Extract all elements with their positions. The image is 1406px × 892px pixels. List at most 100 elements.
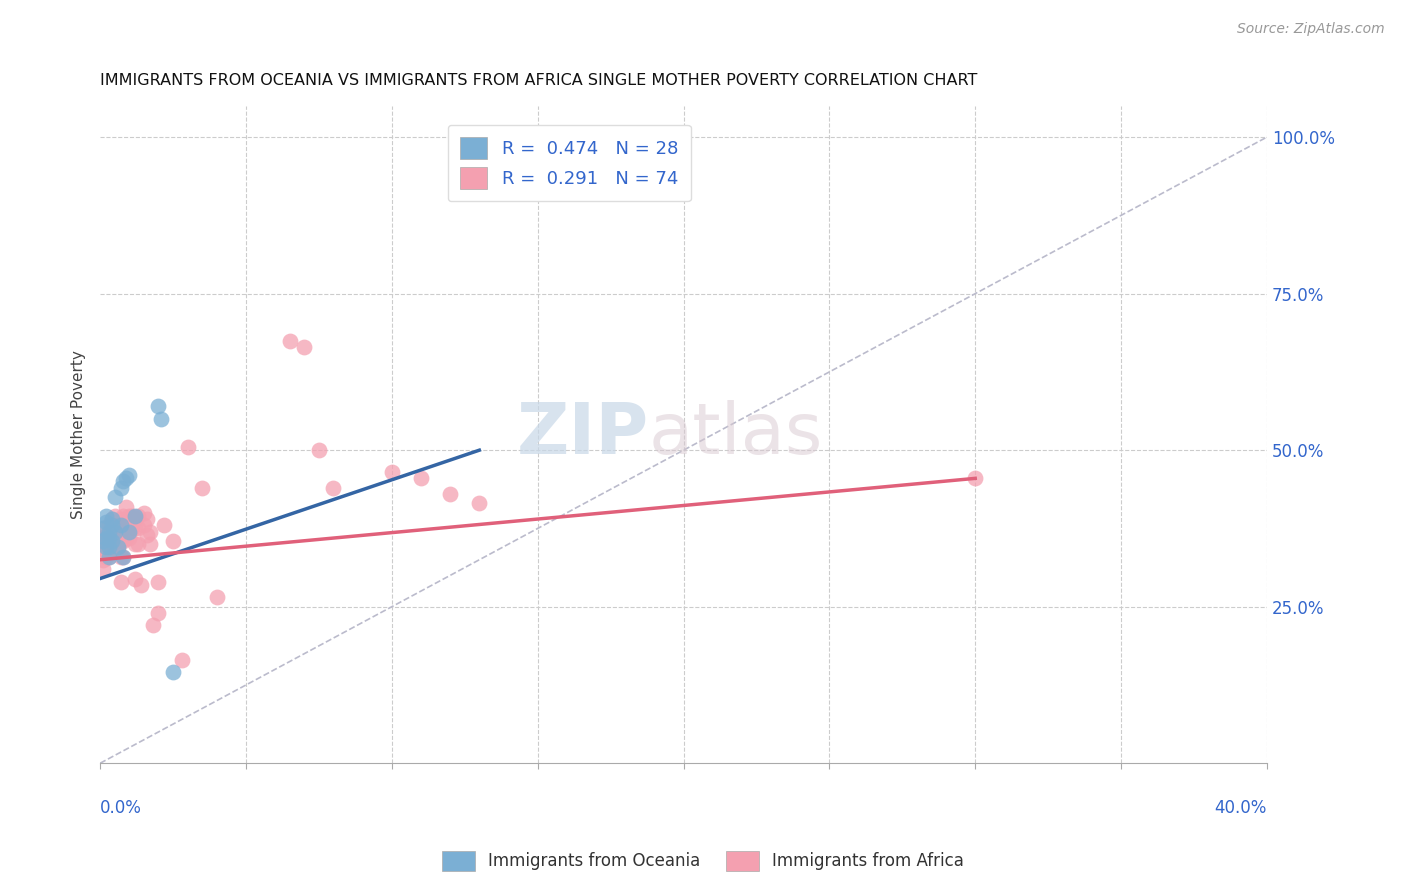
- Point: [132, 518, 155, 533]
- Point: [110, 512, 132, 526]
- Point: [135, 527, 157, 541]
- Text: Source: ZipAtlas.com: Source: ZipAtlas.com: [1237, 22, 1385, 37]
- Point: [101, 512, 124, 526]
- Point: [135, 512, 157, 526]
- Point: [112, 475, 135, 489]
- Point: [127, 537, 149, 551]
- Point: [97, 549, 120, 564]
- Point: [94, 508, 117, 523]
- Point: [91, 553, 114, 567]
- Point: [97, 518, 120, 533]
- Point: [170, 653, 193, 667]
- Text: IMMIGRANTS FROM OCEANIA VS IMMIGRANTS FROM AFRICA SINGLE MOTHER POVERTY CORRELAT: IMMIGRANTS FROM OCEANIA VS IMMIGRANTS FR…: [100, 73, 977, 88]
- Point: [129, 578, 152, 592]
- Point: [112, 549, 135, 564]
- Point: [127, 508, 149, 523]
- Y-axis label: Single Mother Poverty: Single Mother Poverty: [72, 350, 86, 519]
- Point: [162, 533, 184, 548]
- Point: [110, 533, 132, 548]
- Point: [148, 606, 170, 620]
- Legend: R =  0.474   N = 28, R =  0.291   N = 74: R = 0.474 N = 28, R = 0.291 N = 74: [447, 125, 690, 202]
- Point: [112, 521, 135, 535]
- Point: [91, 537, 114, 551]
- Point: [468, 161, 491, 176]
- Point: [322, 481, 344, 495]
- Point: [110, 481, 132, 495]
- Point: [91, 531, 114, 545]
- Point: [115, 500, 138, 514]
- Point: [176, 440, 198, 454]
- Point: [104, 531, 127, 545]
- Point: [91, 562, 114, 576]
- Point: [110, 574, 132, 589]
- Point: [124, 521, 146, 535]
- Point: [104, 490, 127, 504]
- Point: [162, 665, 184, 680]
- Point: [127, 521, 149, 535]
- Point: [94, 527, 117, 541]
- Point: [97, 531, 120, 545]
- Point: [115, 515, 138, 529]
- Point: [124, 512, 146, 526]
- Point: [132, 506, 155, 520]
- Point: [101, 533, 124, 548]
- Point: [110, 518, 132, 533]
- Point: [94, 549, 117, 564]
- Text: 40.0%: 40.0%: [1215, 799, 1267, 817]
- Point: [148, 400, 170, 414]
- Point: [110, 549, 132, 564]
- Text: ZIP: ZIP: [516, 400, 648, 469]
- Point: [101, 518, 124, 533]
- Point: [94, 531, 117, 545]
- Point: [138, 537, 160, 551]
- Point: [292, 340, 315, 354]
- Point: [142, 618, 165, 632]
- Point: [121, 521, 143, 535]
- Point: [205, 591, 228, 605]
- Point: [110, 521, 132, 535]
- Point: [439, 487, 461, 501]
- Point: [94, 533, 117, 548]
- Point: [308, 443, 330, 458]
- Point: [150, 412, 173, 426]
- Point: [94, 543, 117, 558]
- Point: [115, 471, 138, 485]
- Point: [107, 540, 129, 554]
- Text: 0.0%: 0.0%: [100, 799, 142, 817]
- Point: [965, 471, 987, 485]
- Point: [112, 508, 135, 523]
- Point: [97, 540, 120, 554]
- Point: [124, 572, 146, 586]
- Point: [94, 515, 117, 529]
- Point: [124, 508, 146, 523]
- Point: [148, 574, 170, 589]
- Point: [94, 537, 117, 551]
- Point: [278, 334, 301, 348]
- Point: [101, 537, 124, 551]
- Point: [118, 524, 141, 539]
- Point: [121, 508, 143, 523]
- Point: [118, 508, 141, 523]
- Point: [409, 471, 432, 485]
- Point: [101, 543, 124, 558]
- Point: [104, 524, 127, 539]
- Point: [107, 518, 129, 533]
- Point: [91, 521, 114, 535]
- Point: [91, 521, 114, 535]
- Point: [112, 549, 135, 564]
- Text: atlas: atlas: [648, 400, 823, 469]
- Point: [97, 531, 120, 545]
- Point: [118, 531, 141, 545]
- Point: [104, 508, 127, 523]
- Point: [124, 537, 146, 551]
- Point: [153, 518, 176, 533]
- Point: [138, 524, 160, 539]
- Point: [112, 533, 135, 548]
- Point: [97, 524, 120, 539]
- Point: [101, 521, 124, 535]
- Point: [94, 540, 117, 554]
- Point: [97, 549, 120, 564]
- Point: [107, 543, 129, 558]
- Point: [118, 468, 141, 483]
- Point: [104, 518, 127, 533]
